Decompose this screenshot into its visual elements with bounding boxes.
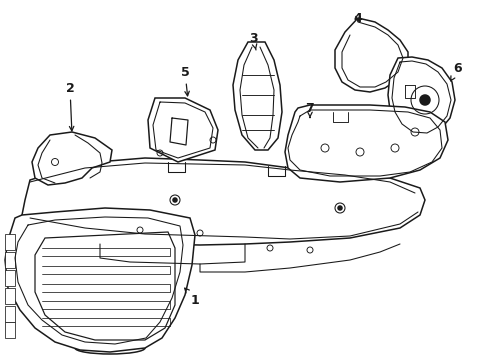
Polygon shape xyxy=(5,208,195,352)
Polygon shape xyxy=(32,132,112,185)
Polygon shape xyxy=(22,158,424,245)
Polygon shape xyxy=(5,288,15,304)
Polygon shape xyxy=(148,98,218,162)
Text: 7: 7 xyxy=(305,102,314,117)
Text: 1: 1 xyxy=(184,288,199,306)
Polygon shape xyxy=(232,42,282,150)
Text: 6: 6 xyxy=(450,62,461,81)
Polygon shape xyxy=(5,322,15,338)
Polygon shape xyxy=(5,252,15,268)
Circle shape xyxy=(337,206,341,210)
Polygon shape xyxy=(334,18,407,92)
Polygon shape xyxy=(5,306,15,322)
Polygon shape xyxy=(285,105,447,182)
Text: 5: 5 xyxy=(180,66,189,96)
Polygon shape xyxy=(5,270,15,286)
Text: 2: 2 xyxy=(65,81,74,131)
Polygon shape xyxy=(35,232,175,340)
Text: 4: 4 xyxy=(353,12,362,24)
Circle shape xyxy=(419,95,429,105)
Polygon shape xyxy=(387,57,454,136)
Text: 3: 3 xyxy=(248,32,257,50)
Circle shape xyxy=(173,198,177,202)
Polygon shape xyxy=(5,234,15,250)
